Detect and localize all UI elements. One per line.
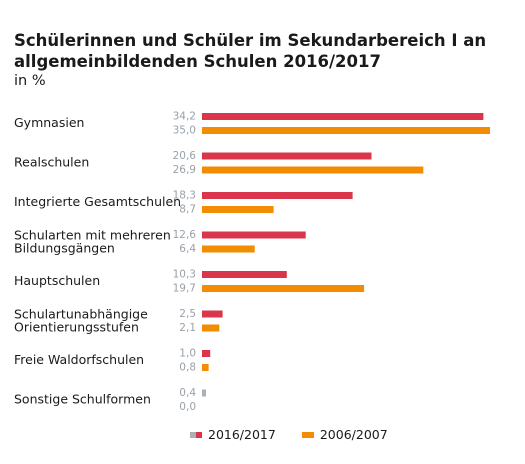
category-label-integrierte-gesamtschulen: Integrierte Gesamtschulen (14, 194, 181, 209)
category-label-freie-waldorfschulen: Freie Waldorfschulen (14, 352, 144, 367)
value-label-2016-sonstige-schulformen: 0,4 (179, 387, 196, 399)
bar-2006-schularten-mit-mehreren-bildungsgängen (202, 245, 255, 253)
category-label-sonstige-schulformen: Sonstige Schulformen (14, 392, 151, 407)
bar-2016-schularten-mit-mehreren-bildungsgängen (202, 231, 306, 239)
legend: 2016/2017 2006/2007 (190, 427, 414, 442)
value-label-2006-realschulen: 26,9 (173, 164, 196, 176)
legend-label-2006: 2006/2007 (319, 427, 388, 442)
bar-2016-integrierte-gesamtschulen (202, 192, 353, 199)
value-label-2016-realschulen: 20,6 (173, 150, 197, 162)
bar-2016-gymnasien (202, 113, 484, 120)
bar-2006-freie-waldorfschulen (202, 364, 209, 371)
category-label-schulartunabhängige-orientierungsstufen: Schulartunabhängige Orientierungsstufen (14, 307, 148, 335)
value-label-2006-gymnasien: 35,0 (173, 125, 196, 137)
legend-label-2016: 2016/2017 (208, 427, 276, 442)
legend-swatch-2016 (190, 431, 202, 438)
value-label-2006-integrierte-gesamtschulen: 8,7 (179, 204, 196, 216)
value-label-2006-sonstige-schulformen: 0,0 (179, 401, 196, 413)
category-label-hauptschulen: Hauptschulen (14, 273, 100, 288)
bar-2016-freie-waldorfschulen (202, 350, 211, 357)
category-label-realschulen: Realschulen (14, 155, 89, 170)
value-label-2006-hauptschulen: 19,7 (173, 283, 196, 295)
value-label-2006-schulartunabhängige-orientierungsstufen: 2,1 (179, 322, 196, 334)
value-label-2016-schulartunabhängige-orientierungsstufen: 2,5 (179, 308, 196, 320)
bar-2006-integrierte-gesamtschulen (202, 206, 274, 213)
legend-swatch-2006 (301, 431, 314, 438)
category-label-gymnasien: Gymnasien (14, 115, 84, 130)
category-label-schularten-mit-mehreren-bildungsgängen: Schularten mit mehreren Bildungsgängen (14, 228, 171, 256)
bar-2006-schulartunabhängige-orientierungsstufen (202, 324, 220, 332)
legend-item-2006: 2006/2007 (301, 427, 388, 442)
value-label-2016-hauptschulen: 10,3 (173, 269, 196, 281)
bar-2016-hauptschulen (202, 271, 287, 278)
bar-2016-realschulen (202, 152, 372, 160)
value-label-2016-schularten-mit-mehreren-bildungsgängen: 12,6 (173, 229, 197, 241)
bar-2006-hauptschulen (202, 285, 365, 292)
chart-title: Schülerinnen und Schüler im Sekundarbere… (14, 31, 487, 71)
value-label-2016-integrierte-gesamtschulen: 18,3 (173, 190, 196, 202)
bar-2006-realschulen (202, 166, 424, 174)
value-label-2016-freie-waldorfschulen: 1,0 (179, 348, 196, 360)
value-label-2016-gymnasien: 34,2 (173, 111, 196, 123)
bar-2016-schulartunabhängige-orientierungsstufen (202, 310, 223, 318)
bar-2016-sonstige-schulformen (202, 389, 206, 397)
chart-subtitle: in % (14, 73, 46, 89)
value-label-2006-schularten-mit-mehreren-bildungsgängen: 6,4 (179, 243, 196, 255)
legend-item-2016: 2016/2017 (190, 427, 276, 442)
bar-2006-gymnasien (202, 127, 490, 134)
value-label-2006-freie-waldorfschulen: 0,8 (179, 362, 196, 374)
